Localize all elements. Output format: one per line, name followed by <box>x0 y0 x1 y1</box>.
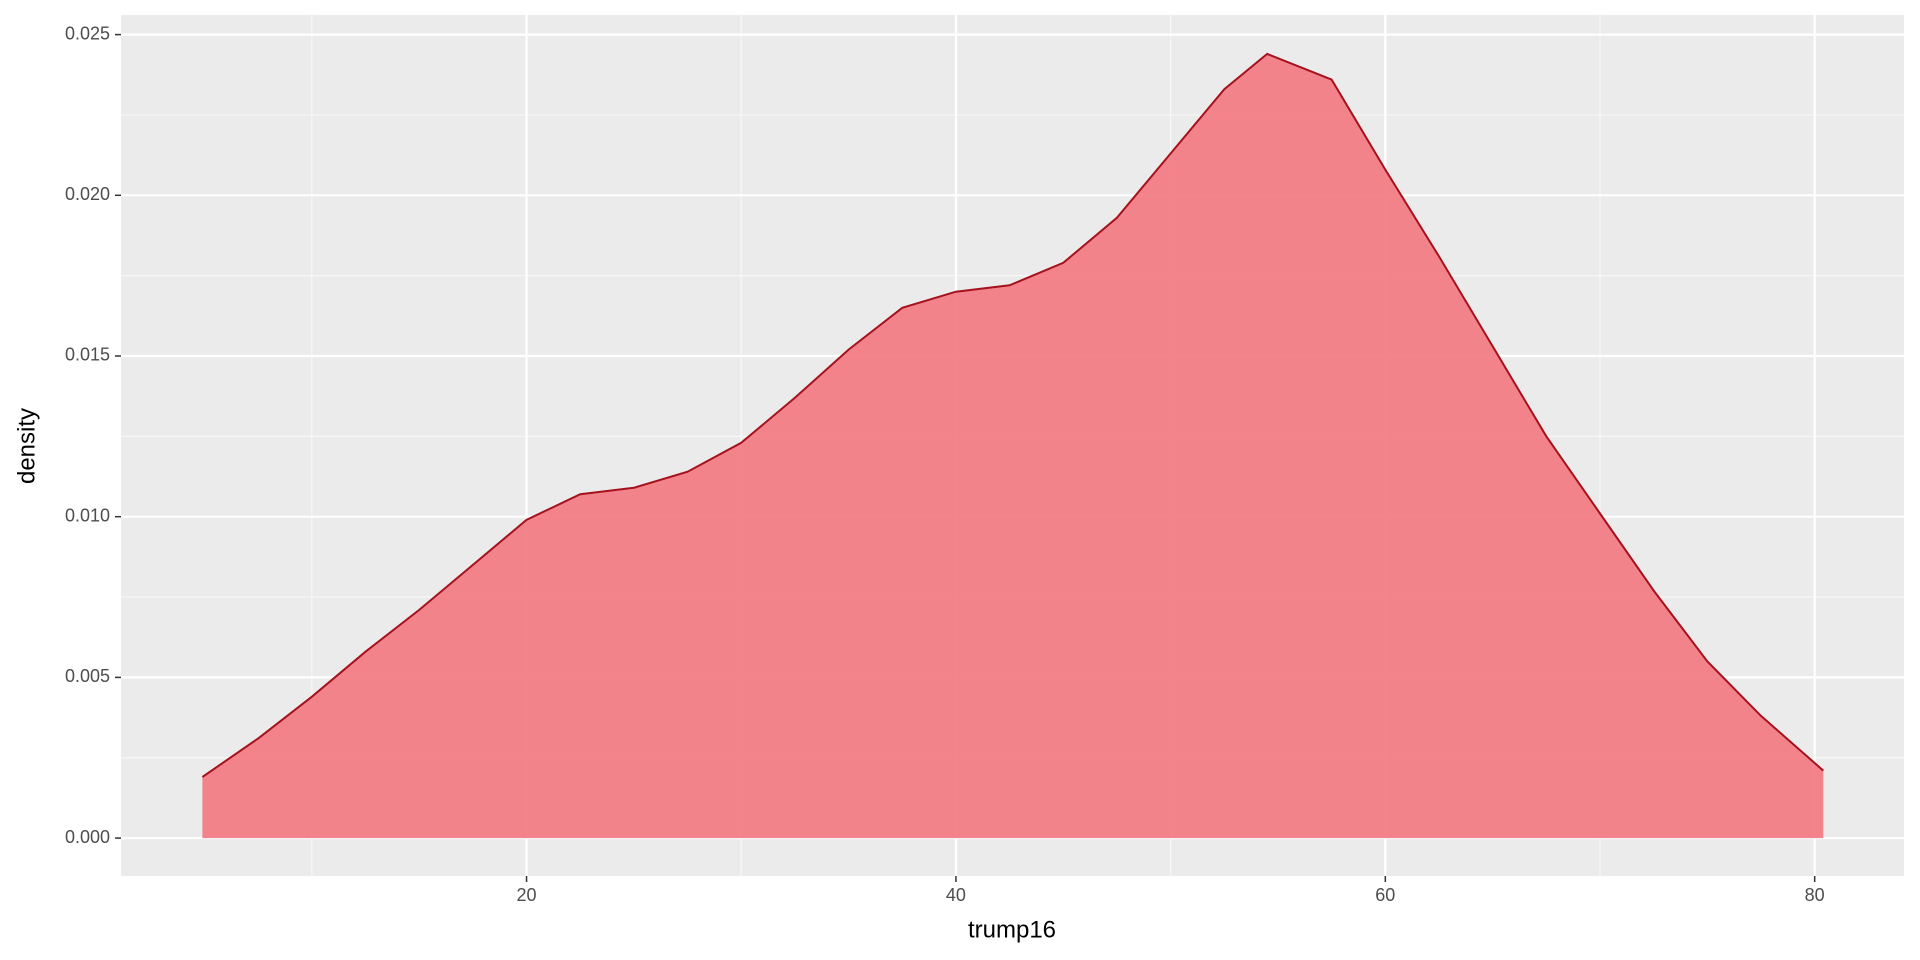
density-area <box>202 53 1824 839</box>
density-line <box>201 52 1824 778</box>
x-axis-title: trump16 <box>968 916 1056 943</box>
y-axis-title: density <box>13 408 40 484</box>
y-tick-label: 0.020 <box>65 184 110 204</box>
y-tick-label: 0.000 <box>65 827 110 847</box>
x-tick-label: 40 <box>946 885 966 905</box>
y-tick-label: 0.025 <box>65 23 110 43</box>
x-tick-label: 20 <box>517 885 537 905</box>
x-tick-label: 80 <box>1805 885 1825 905</box>
y-tick-label: 0.010 <box>65 505 110 525</box>
x-tick-label: 60 <box>1375 885 1395 905</box>
y-tick-label: 0.015 <box>65 345 110 365</box>
y-tick-label: 0.005 <box>65 666 110 686</box>
